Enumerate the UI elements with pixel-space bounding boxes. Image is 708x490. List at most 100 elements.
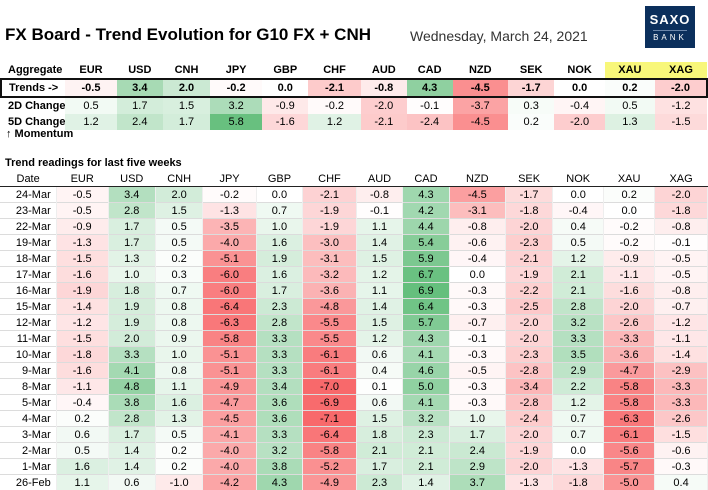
value-cell-usd: 3.4 [117, 79, 164, 97]
trend-cell-cad: 5.7 [403, 315, 449, 331]
trend-cell-chf: -7.0 [303, 379, 357, 395]
trend-cell-nok: -0.4 [553, 203, 604, 219]
trend-cell-aud: 1.5 [356, 411, 402, 427]
trend-cell-gbp: 3.8 [256, 459, 302, 475]
trend-cell-jpy: -5.8 [203, 331, 256, 347]
date-cell: 1-Mar [0, 459, 56, 475]
currency-header-nzd: NZD [453, 62, 508, 79]
trend-cell-chf: -6.1 [303, 347, 357, 363]
value-cell-sek: 0.2 [508, 114, 555, 130]
trend-cell-chf: -3.0 [303, 235, 357, 251]
trend-cell-cnh: 0.5 [155, 427, 202, 443]
trend-cell-eur: -1.9 [56, 283, 108, 299]
value-cell-cad: -2.4 [407, 114, 453, 130]
trend-cell-aud: 0.1 [356, 379, 402, 395]
trend-cell-nok: 2.1 [553, 267, 604, 283]
value-cell-gbp: -0.9 [262, 97, 308, 114]
trend-cell-nzd: 1.7 [449, 427, 505, 443]
date-cell: 9-Mar [0, 363, 56, 379]
trend-cell-sek: -2.1 [505, 251, 552, 267]
weekly-header-nzd: NZD [449, 171, 505, 187]
trend-cell-nzd: 0.0 [449, 267, 505, 283]
value-cell-jpy: 3.2 [210, 97, 262, 114]
trend-cell-jpy: -4.0 [203, 459, 256, 475]
trend-cell-xag: -3.3 [655, 395, 708, 411]
trend-cell-cad: 4.1 [403, 347, 449, 363]
date-cell: 19-Mar [0, 235, 56, 251]
trend-cell-nzd: -0.8 [449, 219, 505, 235]
trend-cell-xau: -5.8 [604, 379, 655, 395]
trend-cell-gbp: 3.3 [256, 427, 302, 443]
date-cell: 23-Mar [0, 203, 56, 219]
trend-cell-gbp: 3.6 [256, 411, 302, 427]
currency-header-usd: USD [117, 62, 164, 79]
trend-cell-xau: -2.6 [604, 315, 655, 331]
trend-cell-eur: -1.6 [56, 267, 108, 283]
trend-cell-chf: -1.9 [303, 203, 357, 219]
trend-cell-jpy: -5.1 [203, 363, 256, 379]
trend-cell-nzd: -0.3 [449, 395, 505, 411]
trend-cell-jpy: -4.7 [203, 395, 256, 411]
trend-cell-usd: 1.7 [108, 235, 155, 251]
trend-cell-xag: -1.8 [655, 203, 708, 219]
trend-cell-chf: -3.6 [303, 283, 357, 299]
trend-cell-chf: -4.8 [303, 299, 357, 315]
trend-cell-eur: 1.1 [56, 475, 108, 490]
weekly-header-jpy: JPY [203, 171, 256, 187]
trend-cell-gbp: 1.6 [256, 235, 302, 251]
trend-cell-chf: -5.5 [303, 315, 357, 331]
trend-cell-gbp: 3.6 [256, 395, 302, 411]
value-cell-cad: 4.3 [407, 79, 453, 97]
trend-cell-cad: 6.4 [403, 299, 449, 315]
trend-cell-xag: -1.5 [655, 427, 708, 443]
trend-cell-cad: 4.4 [403, 219, 449, 235]
value-cell-gbp: 0.0 [262, 79, 308, 97]
trend-cell-xau: -5.0 [604, 475, 655, 490]
weekly-header-xau: XAU [604, 171, 655, 187]
trend-cell-sek: -2.3 [505, 347, 552, 363]
trend-cell-nzd: -0.5 [449, 363, 505, 379]
trend-cell-gbp: 0.0 [256, 187, 302, 203]
trend-cell-xag: -0.8 [655, 219, 708, 235]
trend-cell-aud: 0.4 [356, 363, 402, 379]
currency-header-cnh: CNH [163, 62, 210, 79]
currency-header-eur: EUR [65, 62, 116, 79]
trend-cell-usd: 1.4 [108, 459, 155, 475]
trend-cell-cnh: -1.0 [155, 475, 202, 490]
trend-cell-sek: -2.0 [505, 459, 552, 475]
trend-cell-chf: -5.2 [303, 459, 357, 475]
trend-cell-cnh: 0.9 [155, 331, 202, 347]
trend-cell-cad: 4.2 [403, 203, 449, 219]
trend-cell-jpy: -0.2 [203, 187, 256, 203]
date-column-header: Date [0, 171, 56, 187]
value-cell-nok: 0.0 [554, 79, 604, 97]
trend-cell-jpy: -4.1 [203, 427, 256, 443]
trend-cell-eur: 0.6 [56, 427, 108, 443]
logo-text-bottom: BANK [653, 30, 687, 45]
currency-header-jpy: JPY [210, 62, 262, 79]
trend-cell-sek: -1.9 [505, 443, 552, 459]
trend-cell-xau: -3.3 [604, 331, 655, 347]
date-cell: 8-Mar [0, 379, 56, 395]
trend-cell-usd: 2.0 [108, 331, 155, 347]
currency-header-xag: XAG [655, 62, 707, 79]
trend-cell-gbp: 1.0 [256, 219, 302, 235]
trend-cell-xau: -2.0 [604, 299, 655, 315]
trend-cell-aud: 1.2 [356, 267, 402, 283]
value-cell-usd: 2.4 [117, 114, 164, 130]
trend-cell-xau: -1.6 [604, 283, 655, 299]
value-cell-nok: -0.4 [554, 97, 604, 114]
trend-cell-cnh: 0.8 [155, 315, 202, 331]
currency-header-chf: CHF [308, 62, 361, 79]
trend-cell-cad: 4.3 [403, 331, 449, 347]
trend-cell-nok: -1.3 [553, 459, 604, 475]
value-cell-xau: 0.5 [605, 97, 655, 114]
trend-cell-cad: 5.0 [403, 379, 449, 395]
